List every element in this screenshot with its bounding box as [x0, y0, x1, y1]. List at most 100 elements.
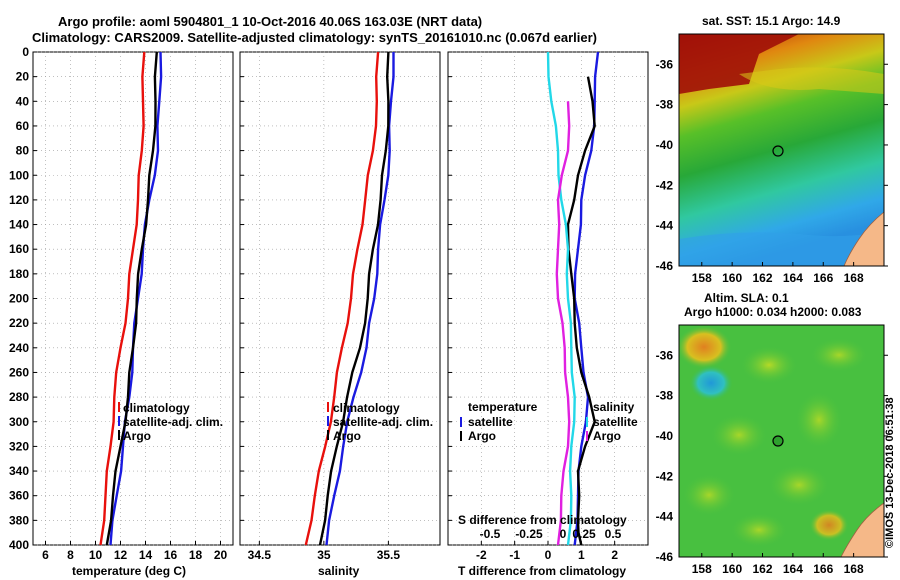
depth-tick-label: 180 [9, 267, 29, 281]
map-x-tick-label: 162 [753, 271, 773, 285]
temperature-xlabel: temperature (deg C) [72, 564, 186, 578]
depth-tick-label: 260 [9, 365, 29, 379]
map-x-tick-label: 166 [813, 562, 833, 576]
depth-tick-label: 220 [9, 316, 29, 330]
x-tick-label: 34.5 [248, 548, 272, 562]
series-line-s-satellite [546, 51, 576, 546]
sst-map-image [679, 34, 884, 266]
depth-tick-label: 400 [9, 538, 29, 552]
series-line-climatology [99, 51, 146, 546]
legend-salinity-title: salinity [593, 400, 635, 414]
depth-tick-label: 120 [9, 193, 29, 207]
x-tick-label: 0 [545, 548, 552, 562]
map-x-tick-label: 168 [844, 562, 864, 576]
series-line-argo [318, 51, 390, 546]
s-difference-tick-label: -0.25 [515, 527, 543, 541]
legend-s-argo: Argo [593, 429, 621, 443]
map-x-tick-label: 164 [783, 271, 803, 285]
salinity-legend: climatology satellite-adj. clim. Argo [327, 401, 433, 443]
map-y-tick-label: -46 [656, 259, 674, 273]
map-y-tick-label: -36 [656, 348, 674, 362]
temperature-panel: 6 8 10 12 14 16 18 20 temperature (deg C) clima… [32, 51, 234, 578]
depth-tick-label: 300 [9, 415, 29, 429]
sla-blob [809, 337, 869, 373]
sla-blob [794, 390, 844, 450]
map-x-tick-label: 158 [692, 271, 712, 285]
sla-low-anomaly [689, 365, 733, 401]
sst-front [739, 67, 884, 94]
sst-map-title: sat. SST: 15.1 Argo: 14.9 [702, 14, 841, 28]
legend-argo: Argo [333, 429, 361, 443]
sla-blob [739, 345, 799, 385]
sla-map-panel: Altim. SLA: 0.1 Argo h1000: 0.034 h2000:… [656, 291, 888, 576]
legend-temperature-title: temperature [468, 400, 538, 414]
sst-map-panel: sat. SST: 15.1 Argo: 14.9 158 160 162 164 16… [656, 14, 888, 285]
map-y-tick-label: -44 [656, 219, 674, 233]
map-x-tick-label: 160 [722, 271, 742, 285]
sla-blob [709, 413, 769, 457]
sst-map-y-ticks: -36 -38 -40 -42 -44 -46 [656, 57, 888, 273]
land [843, 211, 884, 266]
series-line-t-argo [566, 76, 596, 546]
land [840, 502, 884, 557]
depth-tick-label: 60 [16, 119, 30, 133]
sla-map-title-1: Altim. SLA: 0.1 [704, 291, 789, 305]
sla-blob [767, 463, 831, 507]
sst-map-frame [678, 33, 885, 267]
sla-blob [681, 473, 737, 517]
depth-tick-label: 320 [9, 439, 29, 453]
title-line-2: Climatology: CARS2009. Satellite-adjuste… [32, 30, 597, 45]
salinity-x-ticks: 34.5 35 35.5 [248, 548, 401, 562]
map-y-tick-label: -40 [656, 429, 674, 443]
difference-panel: -2 -1 0 1 2 S difference from climatology -0… [447, 51, 649, 578]
imos-credit: ©IMOS 13-Dec-2018 06:51:38 [884, 397, 896, 548]
difference-x-ticks: -2 -1 0 1 2 [476, 548, 618, 562]
salinity-xlabel: salinity [318, 564, 360, 578]
x-tick-label: 16 [164, 548, 178, 562]
map-x-tick-label: 162 [753, 562, 773, 576]
x-tick-label: -1 [509, 548, 520, 562]
legend-argo: Argo [123, 429, 151, 443]
legend-t-argo: Argo [468, 429, 496, 443]
x-tick-label: 6 [42, 548, 49, 562]
depth-tick-label: 200 [9, 292, 29, 306]
s-difference-tick-label: -0.5 [480, 527, 501, 541]
temperature-x-ticks: 6 8 10 12 14 16 18 20 [42, 548, 227, 562]
map-y-tick-label: -46 [656, 550, 674, 564]
legend-satellite-adj-clim: satellite-adj. clim. [333, 415, 433, 429]
depth-tick-label: 280 [9, 390, 29, 404]
depth-tick-label: 40 [16, 94, 30, 108]
depth-tick-label: 240 [9, 341, 29, 355]
sla-map-x-ticks: 158 160 162 164 166 168 [692, 553, 864, 576]
sla-map-frame [678, 324, 885, 558]
map-y-tick-label: -44 [656, 510, 674, 524]
map-y-tick-label: -40 [656, 138, 674, 152]
x-tick-label: 35.5 [377, 548, 401, 562]
x-tick-label: 12 [114, 548, 128, 562]
sla-map-title-2: Argo h1000: 0.034 h2000: 0.083 [684, 305, 862, 319]
warm-core [679, 34, 799, 94]
series-line-satellite-adj-clim- [325, 52, 395, 546]
map-y-tick-label: -36 [656, 57, 674, 71]
map-x-tick-label: 160 [722, 562, 742, 576]
depth-tick-label: 100 [9, 168, 29, 182]
x-tick-label: 10 [89, 548, 103, 562]
cool-water [679, 232, 884, 266]
title-line-1: Argo profile: aoml 5904801_1 10-Oct-2016… [58, 14, 482, 29]
sla-blob [729, 512, 789, 548]
s-difference-ticks: -0.5 -0.25 0 0.25 0.5 [480, 527, 622, 541]
depth-tick-label: 80 [16, 144, 30, 158]
x-tick-label: 14 [139, 548, 153, 562]
map-x-tick-label: 164 [783, 562, 803, 576]
depth-axis-labels: 0 20 40 60 80 100 120 140 160 180 200 220 240 260 280 3… [9, 45, 29, 552]
depth-tick-label: 380 [9, 513, 29, 527]
temperature-legend: climatology satellite-adj. clim. Argo [118, 401, 223, 443]
sla-map-y-ticks: -36 -38 -40 -42 -44 -46 [656, 348, 888, 564]
sst-map-x-ticks: 158 160 162 164 166 168 [692, 262, 864, 285]
map-x-tick-label: 158 [692, 562, 712, 576]
x-tick-label: 35 [317, 548, 331, 562]
map-y-tick-label: -38 [656, 389, 674, 403]
depth-tick-label: 20 [16, 70, 30, 84]
depth-tick-label: 0 [22, 45, 29, 59]
